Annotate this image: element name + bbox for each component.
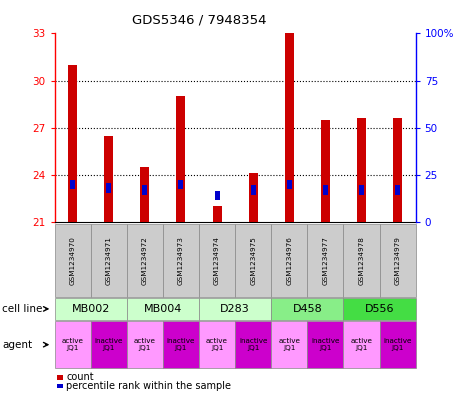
- Text: GSM1234975: GSM1234975: [250, 236, 256, 285]
- Text: GSM1234977: GSM1234977: [323, 236, 328, 285]
- Bar: [141, 167, 149, 222]
- Text: GSM1234972: GSM1234972: [142, 236, 148, 285]
- Text: active
JQ1: active JQ1: [278, 338, 300, 351]
- Bar: [249, 173, 257, 222]
- Text: active
JQ1: active JQ1: [206, 338, 228, 351]
- Text: percentile rank within the sample: percentile rank within the sample: [66, 381, 231, 391]
- Bar: [68, 65, 77, 222]
- Bar: [357, 118, 366, 222]
- Text: GSM1234970: GSM1234970: [70, 236, 76, 285]
- Bar: [106, 184, 111, 193]
- Text: D458: D458: [293, 304, 322, 314]
- Text: D283: D283: [220, 304, 250, 314]
- Text: GSM1234976: GSM1234976: [286, 236, 292, 285]
- Text: GSM1234971: GSM1234971: [106, 236, 112, 285]
- Bar: [142, 185, 147, 195]
- Text: GDS5346 / 7948354: GDS5346 / 7948354: [132, 14, 267, 27]
- Text: MB002: MB002: [72, 304, 110, 314]
- Bar: [179, 180, 183, 189]
- Bar: [393, 118, 402, 222]
- Text: active
JQ1: active JQ1: [62, 338, 84, 351]
- Text: cell line: cell line: [2, 304, 43, 314]
- Text: active
JQ1: active JQ1: [134, 338, 156, 351]
- Text: inactive
JQ1: inactive JQ1: [95, 338, 123, 351]
- Text: GSM1234973: GSM1234973: [178, 236, 184, 285]
- Bar: [70, 180, 75, 189]
- Text: GSM1234978: GSM1234978: [359, 236, 364, 285]
- Text: active
JQ1: active JQ1: [351, 338, 372, 351]
- Text: count: count: [66, 372, 94, 382]
- Bar: [285, 33, 294, 222]
- Bar: [251, 185, 256, 195]
- Bar: [321, 120, 330, 222]
- Bar: [323, 185, 328, 195]
- Text: agent: agent: [2, 340, 32, 350]
- Bar: [359, 185, 364, 195]
- Text: inactive
JQ1: inactive JQ1: [167, 338, 195, 351]
- Text: D556: D556: [365, 304, 394, 314]
- Text: inactive
JQ1: inactive JQ1: [311, 338, 340, 351]
- Bar: [177, 96, 185, 222]
- Text: GSM1234974: GSM1234974: [214, 236, 220, 285]
- Text: GSM1234979: GSM1234979: [395, 236, 400, 285]
- Bar: [395, 185, 400, 195]
- Text: inactive
JQ1: inactive JQ1: [239, 338, 267, 351]
- Bar: [287, 180, 292, 189]
- Bar: [213, 206, 221, 222]
- Bar: [215, 191, 219, 200]
- Text: inactive
JQ1: inactive JQ1: [383, 338, 412, 351]
- Bar: [104, 136, 114, 222]
- Text: MB004: MB004: [144, 304, 182, 314]
